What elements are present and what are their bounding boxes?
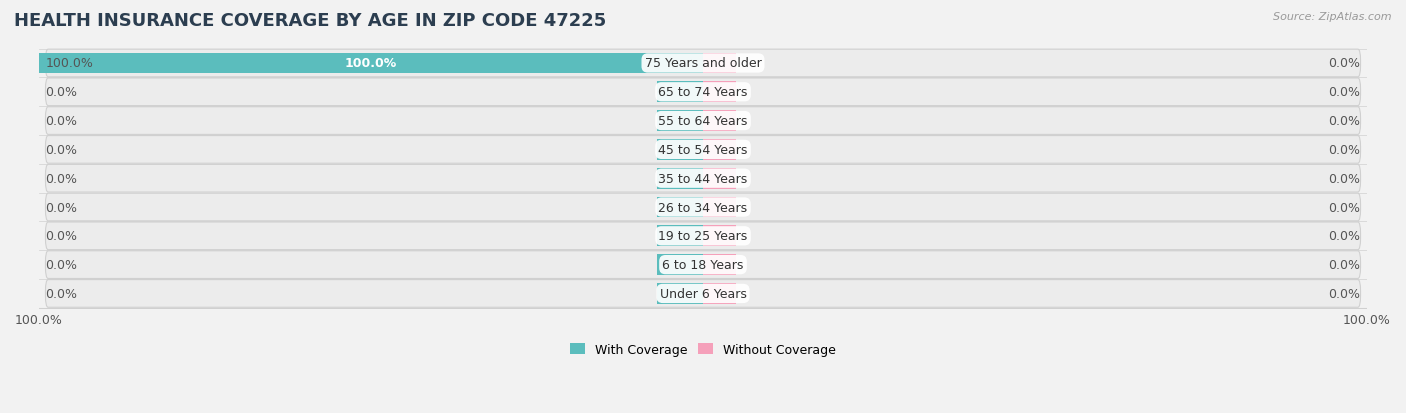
Bar — [703, 53, 737, 74]
Text: HEALTH INSURANCE COVERAGE BY AGE IN ZIP CODE 47225: HEALTH INSURANCE COVERAGE BY AGE IN ZIP … — [14, 12, 606, 30]
Text: 0.0%: 0.0% — [45, 172, 77, 185]
Text: 0.0%: 0.0% — [1329, 287, 1361, 300]
Bar — [657, 111, 703, 132]
Bar — [657, 197, 703, 218]
Bar — [703, 111, 737, 132]
Bar — [703, 255, 737, 275]
Text: 0.0%: 0.0% — [45, 115, 77, 128]
Text: 0.0%: 0.0% — [1329, 57, 1361, 70]
Text: 0.0%: 0.0% — [45, 230, 77, 243]
Text: 0.0%: 0.0% — [45, 144, 77, 157]
Text: 6 to 18 Years: 6 to 18 Years — [662, 259, 744, 271]
Text: 0.0%: 0.0% — [45, 86, 77, 99]
FancyBboxPatch shape — [45, 280, 1361, 308]
Text: Under 6 Years: Under 6 Years — [659, 287, 747, 300]
Text: 65 to 74 Years: 65 to 74 Years — [658, 86, 748, 99]
Bar — [703, 140, 737, 160]
Text: 100.0%: 100.0% — [45, 57, 93, 70]
Bar — [703, 226, 737, 247]
Text: 0.0%: 0.0% — [45, 287, 77, 300]
Bar — [657, 283, 703, 304]
Bar — [657, 140, 703, 160]
Text: 0.0%: 0.0% — [45, 201, 77, 214]
Bar — [703, 283, 737, 304]
Text: 0.0%: 0.0% — [1329, 86, 1361, 99]
Bar — [39, 53, 703, 74]
FancyBboxPatch shape — [45, 50, 1361, 78]
FancyBboxPatch shape — [45, 223, 1361, 250]
Text: 100.0%: 100.0% — [344, 57, 396, 70]
Text: 45 to 54 Years: 45 to 54 Years — [658, 144, 748, 157]
Text: 0.0%: 0.0% — [1329, 144, 1361, 157]
Text: 0.0%: 0.0% — [45, 259, 77, 271]
Text: 0.0%: 0.0% — [1329, 230, 1361, 243]
FancyBboxPatch shape — [45, 107, 1361, 135]
Text: 0.0%: 0.0% — [1329, 172, 1361, 185]
Bar — [703, 82, 737, 103]
Bar — [657, 255, 703, 275]
FancyBboxPatch shape — [45, 165, 1361, 192]
FancyBboxPatch shape — [45, 79, 1361, 106]
Text: Source: ZipAtlas.com: Source: ZipAtlas.com — [1274, 12, 1392, 22]
Text: 0.0%: 0.0% — [1329, 259, 1361, 271]
Legend: With Coverage, Without Coverage: With Coverage, Without Coverage — [565, 338, 841, 361]
Bar — [657, 169, 703, 189]
Text: 0.0%: 0.0% — [1329, 201, 1361, 214]
FancyBboxPatch shape — [45, 194, 1361, 221]
Bar — [703, 197, 737, 218]
Text: 26 to 34 Years: 26 to 34 Years — [658, 201, 748, 214]
Text: 35 to 44 Years: 35 to 44 Years — [658, 172, 748, 185]
Text: 0.0%: 0.0% — [1329, 115, 1361, 128]
FancyBboxPatch shape — [45, 251, 1361, 279]
Text: 19 to 25 Years: 19 to 25 Years — [658, 230, 748, 243]
Bar — [657, 82, 703, 103]
Text: 55 to 64 Years: 55 to 64 Years — [658, 115, 748, 128]
Text: 75 Years and older: 75 Years and older — [644, 57, 762, 70]
FancyBboxPatch shape — [45, 136, 1361, 164]
Bar — [703, 169, 737, 189]
Bar — [657, 226, 703, 247]
